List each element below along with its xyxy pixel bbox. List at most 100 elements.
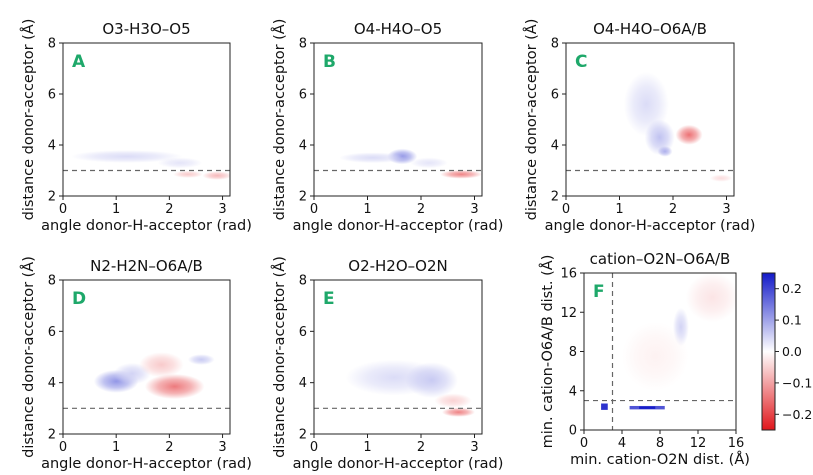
- x-tick-label: 3: [218, 202, 226, 217]
- y-tick-label: 4: [551, 139, 559, 154]
- x-tick-label: 0: [59, 202, 67, 217]
- y-tick-label: 6: [299, 88, 307, 103]
- axes-frame: [313, 279, 483, 435]
- density-blob: [622, 322, 689, 391]
- density-cell: [601, 403, 608, 410]
- panel-letter: B: [323, 52, 336, 72]
- panel-letter: D: [72, 289, 86, 309]
- density-blob: [187, 354, 215, 365]
- axes-frame: [62, 279, 231, 435]
- x-tick-label: 2: [165, 202, 173, 217]
- x-tick-label: 12: [690, 436, 707, 451]
- y-tick-label: 4: [48, 139, 56, 154]
- density-blob: [173, 170, 203, 178]
- panel-title: cation–O2N–O6A/B: [590, 250, 731, 268]
- y-tick-label: 0: [569, 424, 577, 439]
- heatmap-area: [314, 148, 482, 179]
- x-tick-label: 1: [112, 202, 120, 217]
- y-axis-label: distance donor-acceptor (Å): [523, 19, 540, 221]
- panel-title: O3-H3O–O5: [102, 20, 190, 38]
- heatmap-area: [566, 72, 734, 182]
- density-blob: [434, 393, 472, 408]
- x-tick-label: 2: [417, 202, 425, 217]
- x-tick-label: 2: [669, 202, 677, 217]
- y-tick-label: 12: [560, 306, 577, 321]
- y-axis-label: distance donor-acceptor (Å): [271, 19, 288, 221]
- x-tick-label: 1: [363, 440, 371, 455]
- y-tick-label: 2: [299, 190, 307, 205]
- x-tick-label: 3: [218, 440, 226, 455]
- y-tick-label: 6: [299, 325, 307, 340]
- axes-frame: [565, 42, 735, 197]
- panel-letter: E: [323, 289, 335, 309]
- density-blob: [202, 171, 230, 180]
- axes-frame: [62, 42, 231, 197]
- density-blob: [709, 174, 733, 182]
- y-tick-label: 2: [48, 190, 56, 205]
- x-axis-label: angle donor-H-acceptor (rad): [545, 218, 756, 234]
- density-blob: [144, 373, 205, 400]
- x-tick-label: 1: [112, 440, 120, 455]
- density-blob: [70, 150, 183, 163]
- density-blob: [685, 273, 736, 323]
- panel-letter: F: [593, 282, 605, 302]
- x-tick-label: 0: [59, 440, 67, 455]
- x-tick-label: 3: [722, 202, 730, 217]
- heatmap-area: [63, 150, 230, 180]
- y-axis-label: distance donor-acceptor (Å): [20, 19, 37, 221]
- x-tick-label: 3: [470, 440, 478, 455]
- y-tick-label: 4: [569, 384, 577, 399]
- x-tick-label: 16: [728, 436, 745, 451]
- density-blob: [675, 124, 703, 145]
- heatmap-area: [314, 359, 482, 417]
- density-blob: [139, 352, 184, 378]
- y-tick-label: 6: [48, 88, 56, 103]
- y-tick-label: 4: [299, 376, 307, 391]
- density-blob: [657, 146, 673, 157]
- y-axis-label: distance donor-acceptor (Å): [271, 256, 288, 458]
- y-tick-label: 8: [48, 274, 56, 289]
- density-blob: [441, 407, 475, 417]
- panel-title: O4-H4O–O5: [354, 20, 442, 38]
- colorbar-tick-label: −0.1: [782, 375, 812, 390]
- x-axis-label: angle donor-H-acceptor (rad): [41, 456, 252, 472]
- panel-title: O4-H4O–O6A/B: [593, 20, 707, 38]
- x-tick-label: 2: [417, 440, 425, 455]
- y-tick-label: 16: [560, 267, 577, 282]
- x-tick-label: 1: [363, 202, 371, 217]
- panel-title: N2-H2N–O6A/B: [90, 257, 203, 275]
- y-tick-label: 8: [48, 37, 56, 52]
- y-tick-label: 2: [48, 428, 56, 443]
- colorbar-tick-label: −0.2: [782, 407, 812, 422]
- panel-letter: A: [72, 52, 86, 72]
- x-tick-label: 0: [310, 440, 318, 455]
- panel-letter: C: [575, 52, 587, 72]
- y-tick-label: 4: [48, 376, 56, 391]
- panel-title: O2-H2O–O2N: [348, 257, 447, 275]
- x-axis-label: angle donor-H-acceptor (rad): [41, 218, 252, 234]
- x-tick-label: 8: [656, 436, 664, 451]
- y-tick-label: 6: [551, 88, 559, 103]
- y-tick-label: 2: [551, 190, 559, 205]
- axes-frame: [313, 42, 483, 197]
- y-tick-label: 2: [299, 428, 307, 443]
- colorbar-tick-label: 0.2: [782, 281, 802, 296]
- density-blob: [410, 157, 448, 169]
- x-tick-label: 1: [615, 202, 623, 217]
- heatmap-area: [63, 352, 230, 409]
- colorbar-tick-label: 0.1: [782, 313, 802, 328]
- y-tick-label: 8: [299, 274, 307, 289]
- x-tick-label: 0: [580, 436, 588, 451]
- x-tick-label: 0: [310, 202, 318, 217]
- y-axis-label: min. cation-O6A/B dist. (Å): [539, 255, 556, 449]
- density-blob: [339, 152, 407, 164]
- x-tick-label: 2: [165, 440, 173, 455]
- y-tick-label: 4: [299, 139, 307, 154]
- colorbar-gradient: [761, 272, 776, 431]
